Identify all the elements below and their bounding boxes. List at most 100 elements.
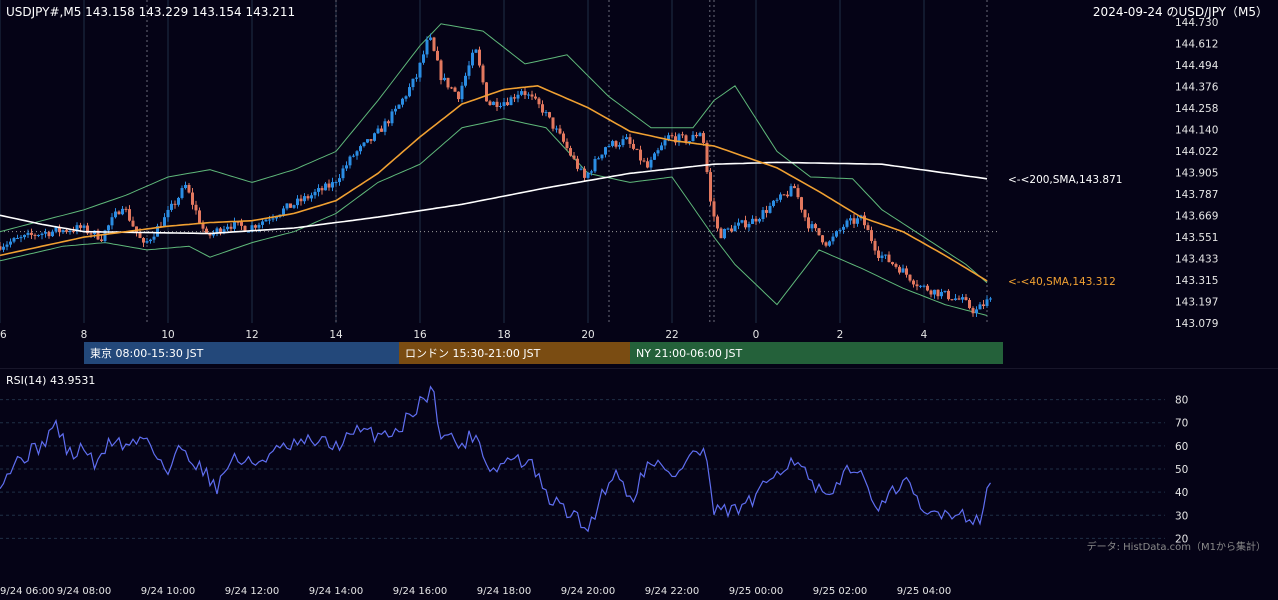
candle-body [177,197,180,205]
candle-body [243,225,247,232]
candle-body [782,194,786,196]
candle-body [425,39,429,55]
hour-tick-label: 0 [753,329,760,341]
price-tick-label: 144.730 [1175,17,1218,29]
hour-tick-label: 20 [581,329,594,341]
sma200-label: <-<200,SMA,143.871 [1008,174,1122,186]
rsi-chart[interactable]: 20 30 40 50 60 70 80 RSI(14) 43.9531 データ: HistDa… [0,368,1278,600]
candle-body [586,172,590,178]
candle-body [523,91,527,96]
candle-body [989,298,992,300]
candle-body [180,188,184,198]
rsi-tick-label: 50 [1175,464,1188,476]
candle-body [170,203,173,210]
candle-body [950,299,954,301]
candle-body [779,194,782,200]
candle-body [730,228,733,232]
candle-body [583,168,586,178]
candle-body [394,108,397,112]
candle-body [961,297,964,300]
candle-body [562,133,565,142]
candle-body [674,136,677,143]
candle-body [772,200,775,206]
candle-body [268,219,271,221]
candle-body [404,96,408,99]
candle-body [173,203,177,205]
candle-body [604,147,607,155]
candle-body [929,290,933,295]
candle-body [282,208,285,215]
candle-body [513,97,516,99]
rsi-time-label: 9/24 18:00 [477,586,531,597]
candle-body [401,98,404,105]
candle-body [845,220,849,227]
candle-body [264,219,268,222]
rsi-time-label: 9/24 06:00 [0,586,54,597]
candle-body [688,141,691,143]
candle-body [712,201,716,217]
candle-body [156,226,159,237]
candle-body [1,246,5,250]
candle-body [54,227,58,232]
candle-body [558,128,562,134]
candle-body [933,289,936,295]
candle-body [65,230,68,232]
candle-body [709,172,712,202]
candle-body [205,228,208,234]
candle-body [719,228,723,239]
candle-body [355,151,359,156]
candle-body [72,230,75,232]
candle-body [457,91,460,100]
candle-body [656,150,660,154]
candle-body [877,250,880,258]
candle-body [922,285,926,287]
candle-body [765,210,768,213]
candle-body [492,101,495,106]
candle-body [509,97,513,106]
candle-body [884,254,887,256]
candle-body [775,199,779,201]
rsi-tick-label: 30 [1175,510,1188,522]
candle-body [82,225,86,228]
candle-body [625,137,628,140]
candle-body [299,198,303,202]
price-chart[interactable]: <-<200,SMA,143.871 <-<40,SMA,143.312 143.0… [0,0,1278,368]
candle-body [446,77,450,88]
candle-body [572,155,576,159]
candle-body [873,240,877,251]
price-tick-label: 143.669 [1175,210,1218,222]
candle-body [201,222,205,229]
candle-body [597,158,600,160]
candle-body [163,217,166,228]
candle-body [250,225,254,232]
candle-body [23,234,26,238]
candle-body [695,134,698,137]
candle-body [502,102,506,107]
bollinger-upper [0,23,988,284]
rsi-time-label: 9/24 16:00 [393,586,447,597]
candle-body [327,183,331,188]
candle-body [723,228,726,239]
candle-body [726,228,730,230]
hour-tick-label: 6 [0,329,7,341]
candle-body [940,291,943,297]
price-tick-label: 143.551 [1175,232,1218,244]
candle-body [226,226,229,230]
candle-body [800,197,803,210]
candle-body [341,168,345,179]
candle-body [436,50,439,61]
candle-body [478,49,481,66]
rsi-line [0,385,991,533]
candle-body [131,220,135,227]
candle-body [898,266,901,273]
candle-body [411,78,415,88]
candle-body [415,77,418,79]
hour-tick-label: 10 [161,329,174,341]
rsi-time-label: 9/25 04:00 [897,586,951,597]
rsi-time-label: 9/24 08:00 [57,586,111,597]
hour-tick-label: 8 [81,329,88,341]
candle-body [975,309,978,314]
candle-body [628,137,632,144]
candle-body [852,218,856,224]
hour-tick-label: 16 [413,329,427,341]
